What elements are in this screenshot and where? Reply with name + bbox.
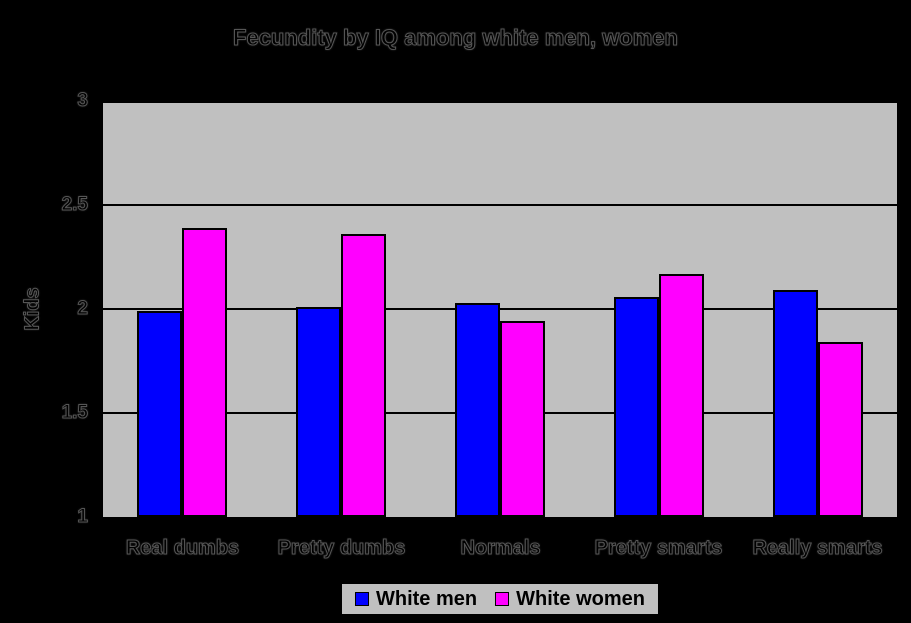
bar-white-women xyxy=(182,228,227,517)
gridline xyxy=(103,101,897,103)
bar-white-women xyxy=(818,342,863,517)
chart-title: Fecundity by IQ among white men, women xyxy=(233,25,679,51)
bar-white-men xyxy=(296,307,341,517)
y-tick-label: 2.5 xyxy=(61,194,88,216)
bar-white-women xyxy=(341,234,386,517)
x-axis-label: Pretty dumbs xyxy=(277,537,406,560)
bar-white-women xyxy=(659,274,704,517)
x-axis-label: Real dumbs xyxy=(125,537,240,560)
y-tick-label: 3 xyxy=(77,90,89,112)
x-axis-label: Pretty smarts xyxy=(594,537,723,560)
bar-white-men xyxy=(773,290,818,517)
gridline xyxy=(103,308,897,310)
legend-item-white-men: White men xyxy=(354,584,478,614)
legend-swatch-white-women xyxy=(495,592,510,606)
bar-white-women xyxy=(500,321,545,517)
x-axis-labels: Real dumbs Pretty dumbs Normals Pretty smar… xyxy=(103,537,897,563)
x-axis-label: Really smarts xyxy=(752,537,883,560)
legend-item-white-women: White women xyxy=(495,584,645,614)
bar-white-men xyxy=(455,303,500,517)
legend-label: White women xyxy=(516,588,646,610)
legend-swatch-white-men xyxy=(354,592,369,606)
y-tick-label: 1.5 xyxy=(61,402,88,424)
plot-area xyxy=(103,101,897,517)
y-tick-label: 2 xyxy=(77,298,89,320)
bar-white-men xyxy=(614,297,659,517)
bar-white-men xyxy=(137,311,182,517)
y-tick-label: 1 xyxy=(77,506,89,528)
legend-label: White men xyxy=(375,588,478,610)
x-axis-label: Normals xyxy=(460,537,541,560)
legend: White men White women xyxy=(341,584,659,614)
gridline xyxy=(103,204,897,206)
